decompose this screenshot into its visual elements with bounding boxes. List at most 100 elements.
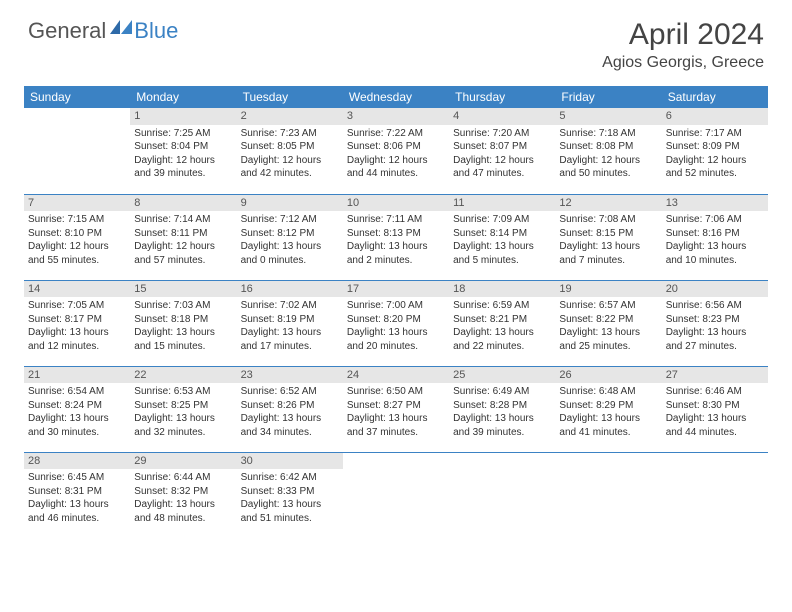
- month-title: April 2024: [602, 18, 764, 52]
- day-header: Saturday: [662, 86, 768, 108]
- sunset-text: Sunset: 8:17 PM: [28, 313, 126, 327]
- day-number: 29: [130, 453, 236, 470]
- daylight-text: and 20 minutes.: [347, 340, 445, 354]
- sunrise-text: Sunrise: 6:45 AM: [28, 471, 126, 485]
- day-number: 17: [343, 281, 449, 298]
- title-block: April 2024 Agios Georgis, Greece: [602, 18, 764, 72]
- daylight-text: Daylight: 13 hours: [666, 326, 764, 340]
- daylight-text: and 42 minutes.: [241, 167, 339, 181]
- daylight-text: Daylight: 13 hours: [241, 498, 339, 512]
- calendar-cell: 3Sunrise: 7:22 AMSunset: 8:06 PMDaylight…: [343, 108, 449, 194]
- calendar-cell: 13Sunrise: 7:06 AMSunset: 8:16 PMDayligh…: [662, 194, 768, 280]
- sunset-text: Sunset: 8:07 PM: [453, 140, 551, 154]
- sunset-text: Sunset: 8:18 PM: [134, 313, 232, 327]
- daylight-text: and 47 minutes.: [453, 167, 551, 181]
- calendar-cell: 26Sunrise: 6:48 AMSunset: 8:29 PMDayligh…: [555, 366, 661, 452]
- daylight-text: Daylight: 13 hours: [453, 412, 551, 426]
- daylight-text: Daylight: 13 hours: [347, 412, 445, 426]
- daylight-text: and 0 minutes.: [241, 254, 339, 268]
- sunrise-text: Sunrise: 7:12 AM: [241, 213, 339, 227]
- daylight-text: and 32 minutes.: [134, 426, 232, 440]
- calendar-cell: [555, 452, 661, 538]
- sunrise-text: Sunrise: 7:03 AM: [134, 299, 232, 313]
- calendar-cell: 10Sunrise: 7:11 AMSunset: 8:13 PMDayligh…: [343, 194, 449, 280]
- day-number: 7: [24, 195, 130, 212]
- daylight-text: Daylight: 13 hours: [241, 412, 339, 426]
- calendar-cell: 22Sunrise: 6:53 AMSunset: 8:25 PMDayligh…: [130, 366, 236, 452]
- daylight-text: Daylight: 13 hours: [134, 498, 232, 512]
- sunrise-text: Sunrise: 7:25 AM: [134, 127, 232, 141]
- daylight-text: and 27 minutes.: [666, 340, 764, 354]
- calendar-cell: [662, 452, 768, 538]
- daylight-text: and 15 minutes.: [134, 340, 232, 354]
- logo-text-general: General: [28, 18, 106, 44]
- daylight-text: Daylight: 12 hours: [241, 154, 339, 168]
- day-number: 30: [237, 453, 343, 470]
- calendar-cell: 15Sunrise: 7:03 AMSunset: 8:18 PMDayligh…: [130, 280, 236, 366]
- daylight-text: and 57 minutes.: [134, 254, 232, 268]
- sunrise-text: Sunrise: 7:09 AM: [453, 213, 551, 227]
- sunrise-text: Sunrise: 6:46 AM: [666, 385, 764, 399]
- day-number: 23: [237, 367, 343, 384]
- calendar-cell: 17Sunrise: 7:00 AMSunset: 8:20 PMDayligh…: [343, 280, 449, 366]
- daylight-text: Daylight: 12 hours: [559, 154, 657, 168]
- daylight-text: and 17 minutes.: [241, 340, 339, 354]
- day-number: 2: [237, 108, 343, 125]
- day-header: Friday: [555, 86, 661, 108]
- day-header: Sunday: [24, 86, 130, 108]
- daylight-text: and 5 minutes.: [453, 254, 551, 268]
- sunset-text: Sunset: 8:33 PM: [241, 485, 339, 499]
- calendar-cell: 12Sunrise: 7:08 AMSunset: 8:15 PMDayligh…: [555, 194, 661, 280]
- daylight-text: Daylight: 13 hours: [28, 412, 126, 426]
- sunrise-text: Sunrise: 6:56 AM: [666, 299, 764, 313]
- day-number: 24: [343, 367, 449, 384]
- sunset-text: Sunset: 8:28 PM: [453, 399, 551, 413]
- daylight-text: Daylight: 13 hours: [453, 240, 551, 254]
- daylight-text: and 48 minutes.: [134, 512, 232, 526]
- calendar-cell: 2Sunrise: 7:23 AMSunset: 8:05 PMDaylight…: [237, 108, 343, 194]
- daylight-text: Daylight: 13 hours: [134, 326, 232, 340]
- calendar-cell: 28Sunrise: 6:45 AMSunset: 8:31 PMDayligh…: [24, 452, 130, 538]
- sunrise-text: Sunrise: 7:14 AM: [134, 213, 232, 227]
- daylight-text: Daylight: 13 hours: [134, 412, 232, 426]
- daylight-text: Daylight: 12 hours: [666, 154, 764, 168]
- sunset-text: Sunset: 8:30 PM: [666, 399, 764, 413]
- sunrise-text: Sunrise: 6:52 AM: [241, 385, 339, 399]
- sunset-text: Sunset: 8:23 PM: [666, 313, 764, 327]
- daylight-text: and 55 minutes.: [28, 254, 126, 268]
- day-number: 21: [24, 367, 130, 384]
- day-number: 4: [449, 108, 555, 125]
- sunrise-text: Sunrise: 6:42 AM: [241, 471, 339, 485]
- sunrise-text: Sunrise: 6:59 AM: [453, 299, 551, 313]
- daylight-text: and 39 minutes.: [134, 167, 232, 181]
- calendar-cell: 29Sunrise: 6:44 AMSunset: 8:32 PMDayligh…: [130, 452, 236, 538]
- day-number: 3: [343, 108, 449, 125]
- sunset-text: Sunset: 8:16 PM: [666, 227, 764, 241]
- daylight-text: and 44 minutes.: [347, 167, 445, 181]
- daylight-text: Daylight: 13 hours: [666, 240, 764, 254]
- sunset-text: Sunset: 8:05 PM: [241, 140, 339, 154]
- calendar-row: 1Sunrise: 7:25 AMSunset: 8:04 PMDaylight…: [24, 108, 768, 194]
- sunset-text: Sunset: 8:32 PM: [134, 485, 232, 499]
- day-number: 5: [555, 108, 661, 125]
- calendar-row: 7Sunrise: 7:15 AMSunset: 8:10 PM Daylight…: [24, 194, 768, 280]
- day-number: 28: [24, 453, 130, 470]
- sunset-text: Sunset: 8:10 PM: [28, 227, 126, 241]
- sunrise-text: Sunrise: 7:15 AM: [28, 213, 126, 227]
- sunset-text: Sunset: 8:21 PM: [453, 313, 551, 327]
- sunrise-text: Sunrise: 7:17 AM: [666, 127, 764, 141]
- calendar-cell: 6Sunrise: 7:17 AMSunset: 8:09 PMDaylight…: [662, 108, 768, 194]
- calendar-cell: 27Sunrise: 6:46 AMSunset: 8:30 PMDayligh…: [662, 366, 768, 452]
- sunset-text: Sunset: 8:12 PM: [241, 227, 339, 241]
- daylight-text: Daylight: 12 hours: [347, 154, 445, 168]
- daylight-text: Daylight: 13 hours: [453, 326, 551, 340]
- day-number: 13: [662, 195, 768, 212]
- sunset-text: Sunset: 8:14 PM: [453, 227, 551, 241]
- daylight-text: and 12 minutes.: [28, 340, 126, 354]
- sunset-text: Sunset: 8:27 PM: [347, 399, 445, 413]
- sunset-text: Sunset: 8:13 PM: [347, 227, 445, 241]
- calendar-cell: 8Sunrise: 7:14 AMSunset: 8:11 PMDaylight…: [130, 194, 236, 280]
- calendar-cell: 16Sunrise: 7:02 AMSunset: 8:19 PMDayligh…: [237, 280, 343, 366]
- day-number: 12: [555, 195, 661, 212]
- day-number: 15: [130, 281, 236, 298]
